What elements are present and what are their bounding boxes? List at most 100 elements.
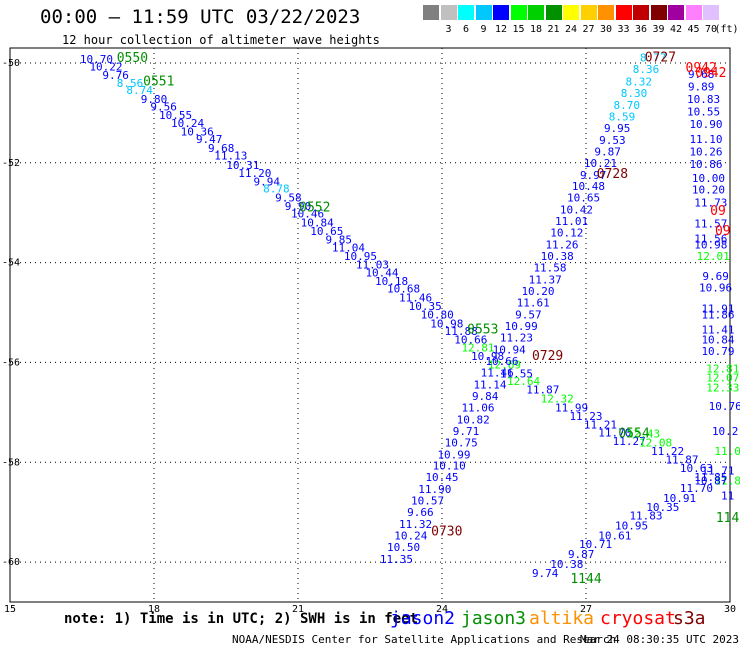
pass-time-label: 0554 — [618, 426, 649, 441]
swh-value: 11.04 — [332, 242, 365, 255]
swh-value: 9.47 — [196, 133, 223, 146]
colorbar-swatch — [440, 5, 457, 20]
swh-value: 11.88 — [445, 325, 478, 338]
swh-value: 10.68 — [387, 283, 420, 296]
pass-time-label: 09 — [715, 224, 731, 239]
colorbar-label: 15 — [512, 24, 525, 35]
swh-value: 9.85 — [326, 234, 353, 247]
pass-time-label: 0730 — [431, 525, 462, 540]
swh-value: 10.91 — [663, 492, 696, 505]
swh-value: 9.58 — [275, 192, 302, 205]
swh-value: 10.84 — [301, 217, 334, 230]
pass-time-label: 0728 — [597, 167, 628, 182]
swh-value: 9.69 — [702, 270, 729, 283]
swh-value: 10.46 — [291, 208, 324, 221]
swh-value: 11.32 — [399, 518, 432, 531]
swh-value: 12.08 — [639, 436, 672, 449]
swh-value: 10.10 — [433, 460, 466, 473]
swh-value: 10.76 — [709, 400, 740, 413]
swh-value: 10.42 — [560, 204, 593, 217]
swh-value: 8.56 — [117, 77, 144, 90]
swh-value: 11.0 — [714, 445, 740, 458]
swh-value: 10.95 — [344, 250, 377, 263]
swh-value: 10.66 — [454, 333, 487, 346]
colorbar-swatch — [685, 5, 702, 20]
swh-value: 8.32 — [626, 75, 653, 88]
lon-tick-label: 24 — [436, 604, 448, 615]
swh-value: 8.77 — [640, 51, 667, 64]
swh-value: 12.32 — [541, 392, 574, 405]
swh-value: 12.64 — [507, 375, 540, 388]
swh-value: 12.69 — [488, 358, 521, 371]
pass-time-label: 0942 — [695, 66, 726, 81]
swh-value: 9.90 — [285, 200, 312, 213]
swh-value: 9.56 — [150, 100, 177, 113]
colorbar-label: 33 — [617, 24, 630, 35]
swh-value: 11.56 — [694, 233, 727, 246]
swh-value: 12.01 — [697, 250, 730, 263]
swh-value: 10.57 — [411, 495, 444, 508]
swh-value: 9.95 — [604, 122, 631, 135]
swh-value: 10.84 — [701, 333, 734, 346]
swh-value: 8.30 — [621, 87, 648, 100]
colorbar-label: 30 — [599, 24, 613, 35]
swh-value: 10.66 — [485, 355, 518, 368]
swh-value: 8.70 — [614, 99, 641, 112]
swh-value: 11.57 — [694, 218, 727, 231]
swh-value: 10.71 — [579, 538, 612, 551]
swh-value: 10.95 — [615, 520, 648, 533]
colorbar-label: 42 — [669, 24, 683, 35]
swh-value: 11.99 — [555, 401, 588, 414]
colorbar-unit: (ft) — [714, 24, 739, 35]
swh-value: 10.98 — [471, 350, 504, 363]
chart-subtitle: 12 hour collection of altimeter wave hei… — [62, 33, 380, 47]
colorbar-label: 24 — [564, 24, 578, 35]
swh-value: 10.63 — [680, 462, 713, 475]
pass-time-label: 1144 — [570, 572, 601, 587]
colorbar-swatch — [510, 5, 527, 20]
swh-value: 11.73 — [694, 197, 727, 210]
colorbar-swatch — [563, 5, 579, 20]
colorbar-label: 39 — [652, 24, 665, 35]
swh-value: 9.89 — [688, 80, 715, 93]
colorbar-swatch — [458, 5, 474, 20]
swh-value: 10.61 — [598, 530, 631, 543]
swh-value: 8.74 — [126, 84, 153, 97]
swh-value: 10.21 — [584, 157, 617, 170]
pass-time-label: 0942 — [686, 61, 717, 76]
pass-time-label: 0729 — [532, 349, 563, 364]
colorbar-label: 18 — [529, 24, 543, 35]
pass-time-label: 0551 — [143, 74, 174, 89]
pass-time-label: 114 — [716, 511, 740, 526]
swh-value: 9.57 — [515, 309, 542, 322]
lon-tick-label: 27 — [580, 604, 592, 615]
colorbar-label: 27 — [582, 24, 595, 35]
swh-value: 10.26 — [689, 145, 722, 158]
swh-value: 10.24 — [394, 530, 427, 543]
pass-time-label: 0550 — [117, 51, 148, 66]
legend-altika: altika — [529, 608, 595, 629]
swh-value: 10.82 — [457, 413, 490, 426]
swh-value: 10.44 — [365, 267, 398, 280]
swh-value: 10.98 — [694, 239, 727, 252]
swh-value: 10.12 — [550, 227, 583, 240]
pass-time-label: 0727 — [645, 50, 676, 65]
swh-value: 10.38 — [550, 558, 583, 571]
swh-value: 9.97 — [580, 169, 607, 182]
swh-value: 10.65 — [567, 192, 600, 205]
swh-value: 11.71 — [701, 465, 734, 478]
swh-value: 10.00 — [692, 172, 725, 185]
lon-tick-label: 21 — [292, 604, 304, 615]
lat-tick-label: -60 — [2, 557, 20, 568]
swh-value: 11.83 — [629, 510, 662, 523]
swh-value: 11.41 — [701, 323, 734, 336]
note-text: note: 1) Time is in UTC; 2) SWH is in fe… — [64, 611, 419, 627]
pass-time-label: 0552 — [299, 201, 330, 216]
swh-value: 8.36 — [633, 63, 660, 76]
swh-value: 11.03 — [356, 259, 389, 272]
colorbar-swatch — [615, 5, 632, 20]
swh-value: 11.46 — [399, 292, 432, 305]
swh-value: 11 — [721, 490, 734, 503]
swh-value: 11.35 — [380, 553, 413, 566]
pass-time-label: 09 — [710, 204, 726, 219]
